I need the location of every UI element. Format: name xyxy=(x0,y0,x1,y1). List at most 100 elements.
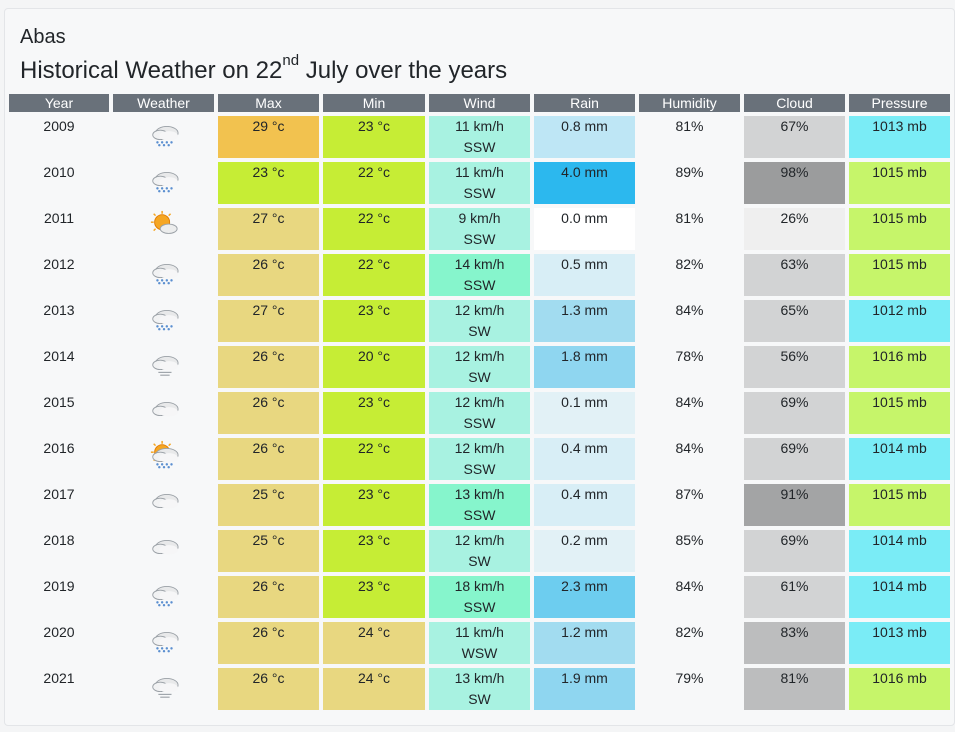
rain-cell: 1.3 mm xyxy=(534,300,635,342)
humidity-cell-value: 84% xyxy=(675,578,704,594)
humidity-cell: 84% xyxy=(639,438,740,480)
max-temp-cell: 26 °c xyxy=(218,576,319,618)
wind-cell: 12 km/h SSW xyxy=(429,392,530,434)
wind-cell-value: 18 km/h xyxy=(454,578,505,594)
wind-direction: SW xyxy=(468,553,491,569)
min-temp-cell: 23 °c xyxy=(323,576,425,618)
weather-cell xyxy=(113,346,214,388)
rain-cell: 4.0 mm xyxy=(534,162,635,204)
min-temp-cell-value: 23 °c xyxy=(357,302,391,318)
cloud-cell-value: 69% xyxy=(780,394,809,410)
wind-cell-value: 14 km/h xyxy=(454,256,505,272)
max-temp-cell-value: 25 °c xyxy=(252,532,285,548)
table-row: 2021 26 °c 24 °c 13 km/h SW 1.9 mm 79% 81% 1016 … xyxy=(9,668,950,710)
cloud-cell-value: 63% xyxy=(780,256,809,272)
cloud-cell: 67% xyxy=(744,116,845,158)
year-cell-value: 2020 xyxy=(43,624,75,640)
max-temp-cell: 27 °c xyxy=(218,300,319,342)
year-cell: 2017 xyxy=(9,484,109,526)
weather-cell xyxy=(113,392,214,434)
title-ordinal-suffix: nd xyxy=(282,52,300,69)
min-temp-cell-value: 24 °c xyxy=(357,624,391,640)
humidity-cell: 84% xyxy=(639,576,740,618)
pressure-cell: 1015 mb xyxy=(849,484,950,526)
humidity-cell-value: 81% xyxy=(675,118,704,134)
wind-cell-value: 12 km/h xyxy=(454,394,505,410)
humidity-cell-value: 81% xyxy=(675,210,704,226)
wind-cell: 11 km/h SSW xyxy=(429,116,530,158)
wind-cell: 11 km/h SSW xyxy=(429,162,530,204)
max-temp-cell: 26 °c xyxy=(218,254,319,296)
year-cell-value: 2015 xyxy=(43,394,75,410)
pressure-cell: 1013 mb xyxy=(849,116,950,158)
cloud-cell-value: 26% xyxy=(780,210,809,226)
max-temp-cell: 26 °c xyxy=(218,668,319,710)
humidity-cell-value: 84% xyxy=(675,302,704,318)
wind-direction: SSW xyxy=(463,185,496,201)
weather-cell xyxy=(113,116,214,158)
max-temp-cell: 27 °c xyxy=(218,208,319,250)
cloud-cell-value: 91% xyxy=(780,486,809,502)
year-cell: 2015 xyxy=(9,392,109,434)
humidity-cell-value: 85% xyxy=(675,532,704,548)
pressure-cell: 1013 mb xyxy=(849,622,950,664)
year-cell: 2016 xyxy=(9,438,109,480)
pressure-cell-value: 1014 mb xyxy=(872,440,927,456)
min-temp-cell-value: 23 °c xyxy=(357,532,391,548)
max-temp-cell-value: 26 °c xyxy=(252,394,285,410)
pressure-cell: 1015 mb xyxy=(849,392,950,434)
year-cell-value: 2021 xyxy=(43,670,75,686)
wind-cell: 12 km/h SW xyxy=(429,346,530,388)
header-wind: Wind xyxy=(429,94,530,112)
max-temp-cell: 26 °c xyxy=(218,438,319,480)
wind-cell-value: 12 km/h xyxy=(454,440,505,456)
min-temp-cell-value: 23 °c xyxy=(357,578,391,594)
min-temp-cell: 23 °c xyxy=(323,116,425,158)
wind-cell-value: 11 km/h xyxy=(455,164,504,180)
cloud-icon xyxy=(147,394,181,424)
wind-cell: 12 km/h SW xyxy=(429,300,530,342)
rain-cell-value: 2.3 mm xyxy=(561,578,608,594)
pressure-cell-value: 1016 mb xyxy=(872,670,927,686)
min-temp-cell: 23 °c xyxy=(323,530,425,572)
location-name: Abas xyxy=(20,26,66,48)
wind-direction: SW xyxy=(468,369,491,385)
humidity-cell: 84% xyxy=(639,392,740,434)
rain-cell-value: 1.9 mm xyxy=(561,670,608,686)
wind-direction: SW xyxy=(468,691,491,707)
table-row: 2009 29 °c 23 °c 11 km/h SSW 0.8 mm 81% 67% 1013… xyxy=(9,116,950,158)
header-humidity: Humidity xyxy=(639,94,740,112)
table-row: 2016 26 °c 22 °c 12 km/h SSW 0.4 mm 84% 69% 1014… xyxy=(9,438,950,480)
humidity-cell-value: 89% xyxy=(675,164,704,180)
humidity-cell-value: 79% xyxy=(675,670,704,686)
max-temp-cell-value: 27 °c xyxy=(252,302,285,318)
cloud-cell-value: 69% xyxy=(780,440,809,456)
rain-cell: 0.2 mm xyxy=(534,530,635,572)
header-min: Min xyxy=(323,94,425,112)
max-temp-cell: 23 °c xyxy=(218,162,319,204)
pressure-cell: 1015 mb xyxy=(849,254,950,296)
sun-cloud-icon xyxy=(147,210,181,240)
rain-cell-value: 0.8 mm xyxy=(561,118,608,134)
table-row: 2010 23 °c 22 °c 11 km/h SSW 4.0 mm 89% 98% 1015… xyxy=(9,162,950,204)
rain-cell-value: 0.0 mm xyxy=(561,210,608,226)
rain-cell-value: 1.2 mm xyxy=(561,624,608,640)
year-cell: 2019 xyxy=(9,576,109,618)
min-temp-cell-value: 24 °c xyxy=(357,670,391,686)
rain-cell: 2.3 mm xyxy=(534,576,635,618)
humidity-cell: 89% xyxy=(639,162,740,204)
min-temp-cell: 24 °c xyxy=(323,668,425,710)
humidity-cell: 81% xyxy=(639,116,740,158)
cloud-cell-value: 98% xyxy=(780,164,809,180)
min-temp-cell-value: 22 °c xyxy=(357,256,391,272)
max-temp-cell-value: 27 °c xyxy=(252,210,285,226)
wind-cell: 11 km/h WSW xyxy=(429,622,530,664)
wind-cell: 12 km/h SSW xyxy=(429,438,530,480)
pressure-cell-value: 1013 mb xyxy=(872,624,927,640)
table-body: 2009 29 °c 23 °c 11 km/h SSW 0.8 mm 81% 67% 1013… xyxy=(9,116,950,710)
cloud-icon xyxy=(147,532,181,562)
min-temp-cell-value: 22 °c xyxy=(357,440,391,456)
humidity-cell-value: 84% xyxy=(675,394,704,410)
wind-cell-value: 13 km/h xyxy=(454,486,505,502)
max-temp-cell-value: 29 °c xyxy=(252,118,285,134)
